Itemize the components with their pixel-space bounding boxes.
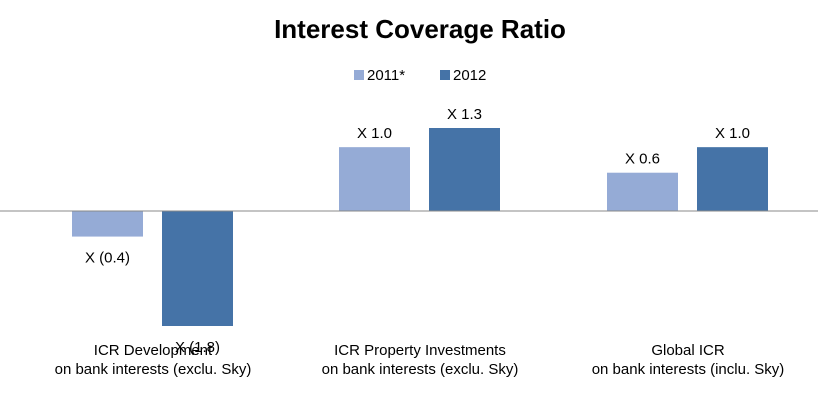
bar xyxy=(429,128,500,212)
x-tick-label: ICR Development on bank interests (exclu… xyxy=(54,342,252,378)
legend-swatch xyxy=(440,70,450,80)
bar xyxy=(162,211,233,326)
data-label: X 1.0 xyxy=(715,125,750,142)
x-tick-label: Global ICR on bank interests (inclu. Sky… xyxy=(591,342,785,378)
legend-label: 2011* xyxy=(367,67,405,84)
data-label: X 1.0 xyxy=(357,125,392,142)
x-tick-label: ICR Property Investments on bank interes… xyxy=(321,342,519,378)
data-label: X (0.4) xyxy=(85,250,130,267)
bar xyxy=(607,172,678,212)
bar xyxy=(72,211,143,237)
data-label: X (1.8) xyxy=(175,339,220,356)
bar xyxy=(697,147,768,212)
legend-swatch xyxy=(354,70,364,80)
data-label: X 1.3 xyxy=(447,106,482,123)
legend-label: 2012 xyxy=(453,67,486,84)
bar xyxy=(339,147,410,212)
data-label: X 0.6 xyxy=(625,151,660,168)
chart-title: Interest Coverage Ratio xyxy=(274,14,566,44)
